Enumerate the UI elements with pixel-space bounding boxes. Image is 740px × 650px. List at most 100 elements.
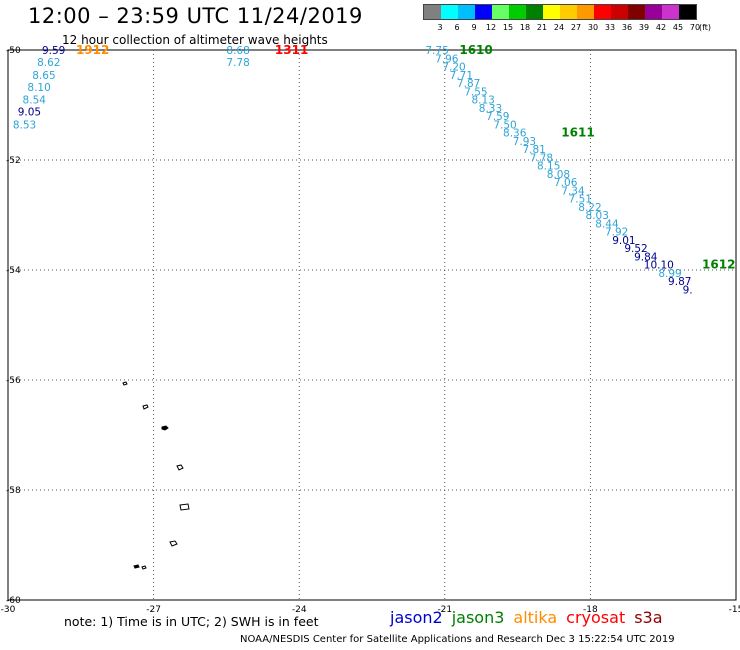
note-text: note: 1) Time is in UTC; 2) SWH is in fe… xyxy=(64,614,319,629)
wave-height-value: 7.55 xyxy=(464,86,487,98)
legend-swatch xyxy=(594,5,611,19)
wave-height-value: 7.34 xyxy=(561,185,585,197)
island-shape xyxy=(133,564,140,569)
wave-height-value: 9. xyxy=(683,284,693,296)
y-tick-label: -54 xyxy=(6,266,21,276)
island-shape xyxy=(169,540,178,547)
wave-height-value: 9.01 xyxy=(612,235,635,247)
observations-layer: 9.598.628.658.108.549.058.53 8.68 7.78 7.75… xyxy=(13,45,693,296)
wave-height-value: 7.87 xyxy=(457,78,480,90)
legend-label: 21 xyxy=(536,23,548,32)
x-tick-label: -27 xyxy=(146,605,161,615)
island-shape xyxy=(176,464,184,471)
wave-height-value: 8.44 xyxy=(595,218,619,230)
legend-label: 3 xyxy=(437,23,443,32)
legend-swatch xyxy=(458,5,475,19)
mission-jason2: jason2 xyxy=(390,608,443,627)
map-frame xyxy=(7,49,737,601)
mission-jason3: jason3 xyxy=(451,608,505,627)
wave-height-value: 8.62 xyxy=(37,57,60,69)
y-tick-label: -60 xyxy=(6,596,21,606)
wave-height-value: 10.10 xyxy=(644,260,674,272)
legend-label: 15 xyxy=(502,23,514,32)
legend-label: 36 xyxy=(621,23,633,32)
legend-swatches xyxy=(423,4,697,20)
wave-height-value: 8.65 xyxy=(32,70,55,82)
legend-swatch xyxy=(441,5,458,19)
legend-unit: (ft) xyxy=(699,23,712,32)
legend-swatch xyxy=(526,5,543,19)
mission-s3a: s3a xyxy=(634,608,663,627)
mission-cryosat: cryosat xyxy=(566,608,626,627)
wave-height-value: 8.53 xyxy=(13,119,36,131)
legend-labels: 3 6 9 12 15 18 21 24 27 30 33 36 39 42 45 70 (ft) xyxy=(423,20,711,34)
footer-credit: NOAA/NESDIS Center for Satellite Applica… xyxy=(240,634,675,645)
wave-height-value: 8.54 xyxy=(23,95,47,107)
wave-height-value: 8.22 xyxy=(578,202,601,214)
legend-label: 33 xyxy=(604,23,616,32)
x-tick-label: -15 xyxy=(729,605,740,615)
legend-swatch xyxy=(424,5,441,19)
island-shape xyxy=(142,404,149,410)
wave-height-value: 7.75 xyxy=(425,45,448,57)
legend-swatch xyxy=(475,5,492,19)
island-shape xyxy=(179,503,190,511)
map-title: 12:00 – 23:59 UTC 11/24/2019 xyxy=(28,4,363,28)
legend-swatch xyxy=(577,5,594,19)
legend-swatch xyxy=(492,5,509,19)
wave-height-value: 9.05 xyxy=(18,107,41,119)
axis-tick-labels: -30 -27 -24 -21 -18 -15 -50 -52 -54 -56 -58 -60 xyxy=(1,46,740,615)
wave-height-value: 8.68 xyxy=(226,45,249,57)
legend-swatch xyxy=(628,5,645,19)
legend-swatch xyxy=(611,5,628,19)
wave-height-value: 8.15 xyxy=(537,161,560,173)
pass-label: 1612 xyxy=(702,258,735,272)
wave-height-legend: 3 6 9 12 15 18 21 24 27 30 33 36 39 42 45 70 (ft) xyxy=(423,4,711,34)
lat-lon-grid xyxy=(7,49,737,601)
x-tick-label: -30 xyxy=(1,605,16,615)
y-tick-label: -50 xyxy=(6,46,21,56)
wave-height-value: 7.78 xyxy=(530,152,553,164)
wave-height-value: 8.03 xyxy=(586,210,609,222)
pass-label: 1311 xyxy=(275,43,308,57)
legend-swatch xyxy=(662,5,679,19)
island-shape xyxy=(161,425,169,431)
legend-label: 70 xyxy=(689,23,701,32)
south-sandwich-islands xyxy=(122,381,190,570)
y-tick-label: -52 xyxy=(6,156,21,166)
x-tick-label: -24 xyxy=(292,605,307,615)
wave-height-value: 7.92 xyxy=(605,227,628,239)
y-tick-label: -58 xyxy=(6,486,21,496)
wave-height-value: 8.10 xyxy=(27,82,50,94)
wave-height-value: 7.71 xyxy=(450,70,473,82)
legend-label: 12 xyxy=(485,23,497,32)
map-subtitle: 12 hour collection of altimeter wave hei… xyxy=(62,33,328,47)
island-shape xyxy=(122,381,128,386)
pass-labels-layer: 1912 1311 1610 1611 1612 xyxy=(76,43,735,272)
legend-label: 6 xyxy=(454,23,460,32)
wave-height-value: 8.99 xyxy=(658,268,681,280)
wave-height-value: 8.08 xyxy=(547,169,570,181)
mission-altika: altika xyxy=(513,608,558,627)
pass-label: 1610 xyxy=(459,43,492,57)
legend-label: 30 xyxy=(587,23,599,32)
legend-label: 45 xyxy=(672,23,684,32)
wave-height-value: 7.51 xyxy=(569,194,592,206)
wave-height-value: 8.36 xyxy=(503,128,527,140)
wave-height-value: 8.13 xyxy=(471,95,494,107)
legend-label: 24 xyxy=(553,23,565,32)
wave-height-value: 9.52 xyxy=(624,243,647,255)
legend-label: 9 xyxy=(471,23,477,32)
wave-height-value: 7.20 xyxy=(442,62,465,74)
wave-height-value: 7.59 xyxy=(486,111,509,123)
wave-height-value: 7.06 xyxy=(554,177,578,189)
wave-height-value: 9.59 xyxy=(42,45,65,57)
x-tick-label: -21 xyxy=(437,605,452,615)
wave-height-value: 7.93 xyxy=(513,136,536,148)
legend-swatch xyxy=(560,5,577,19)
legend-swatch xyxy=(679,5,696,19)
wave-height-value: 7.50 xyxy=(493,119,516,131)
wave-height-value: 7.96 xyxy=(435,53,459,65)
wave-height-value: 7.81 xyxy=(522,144,545,156)
